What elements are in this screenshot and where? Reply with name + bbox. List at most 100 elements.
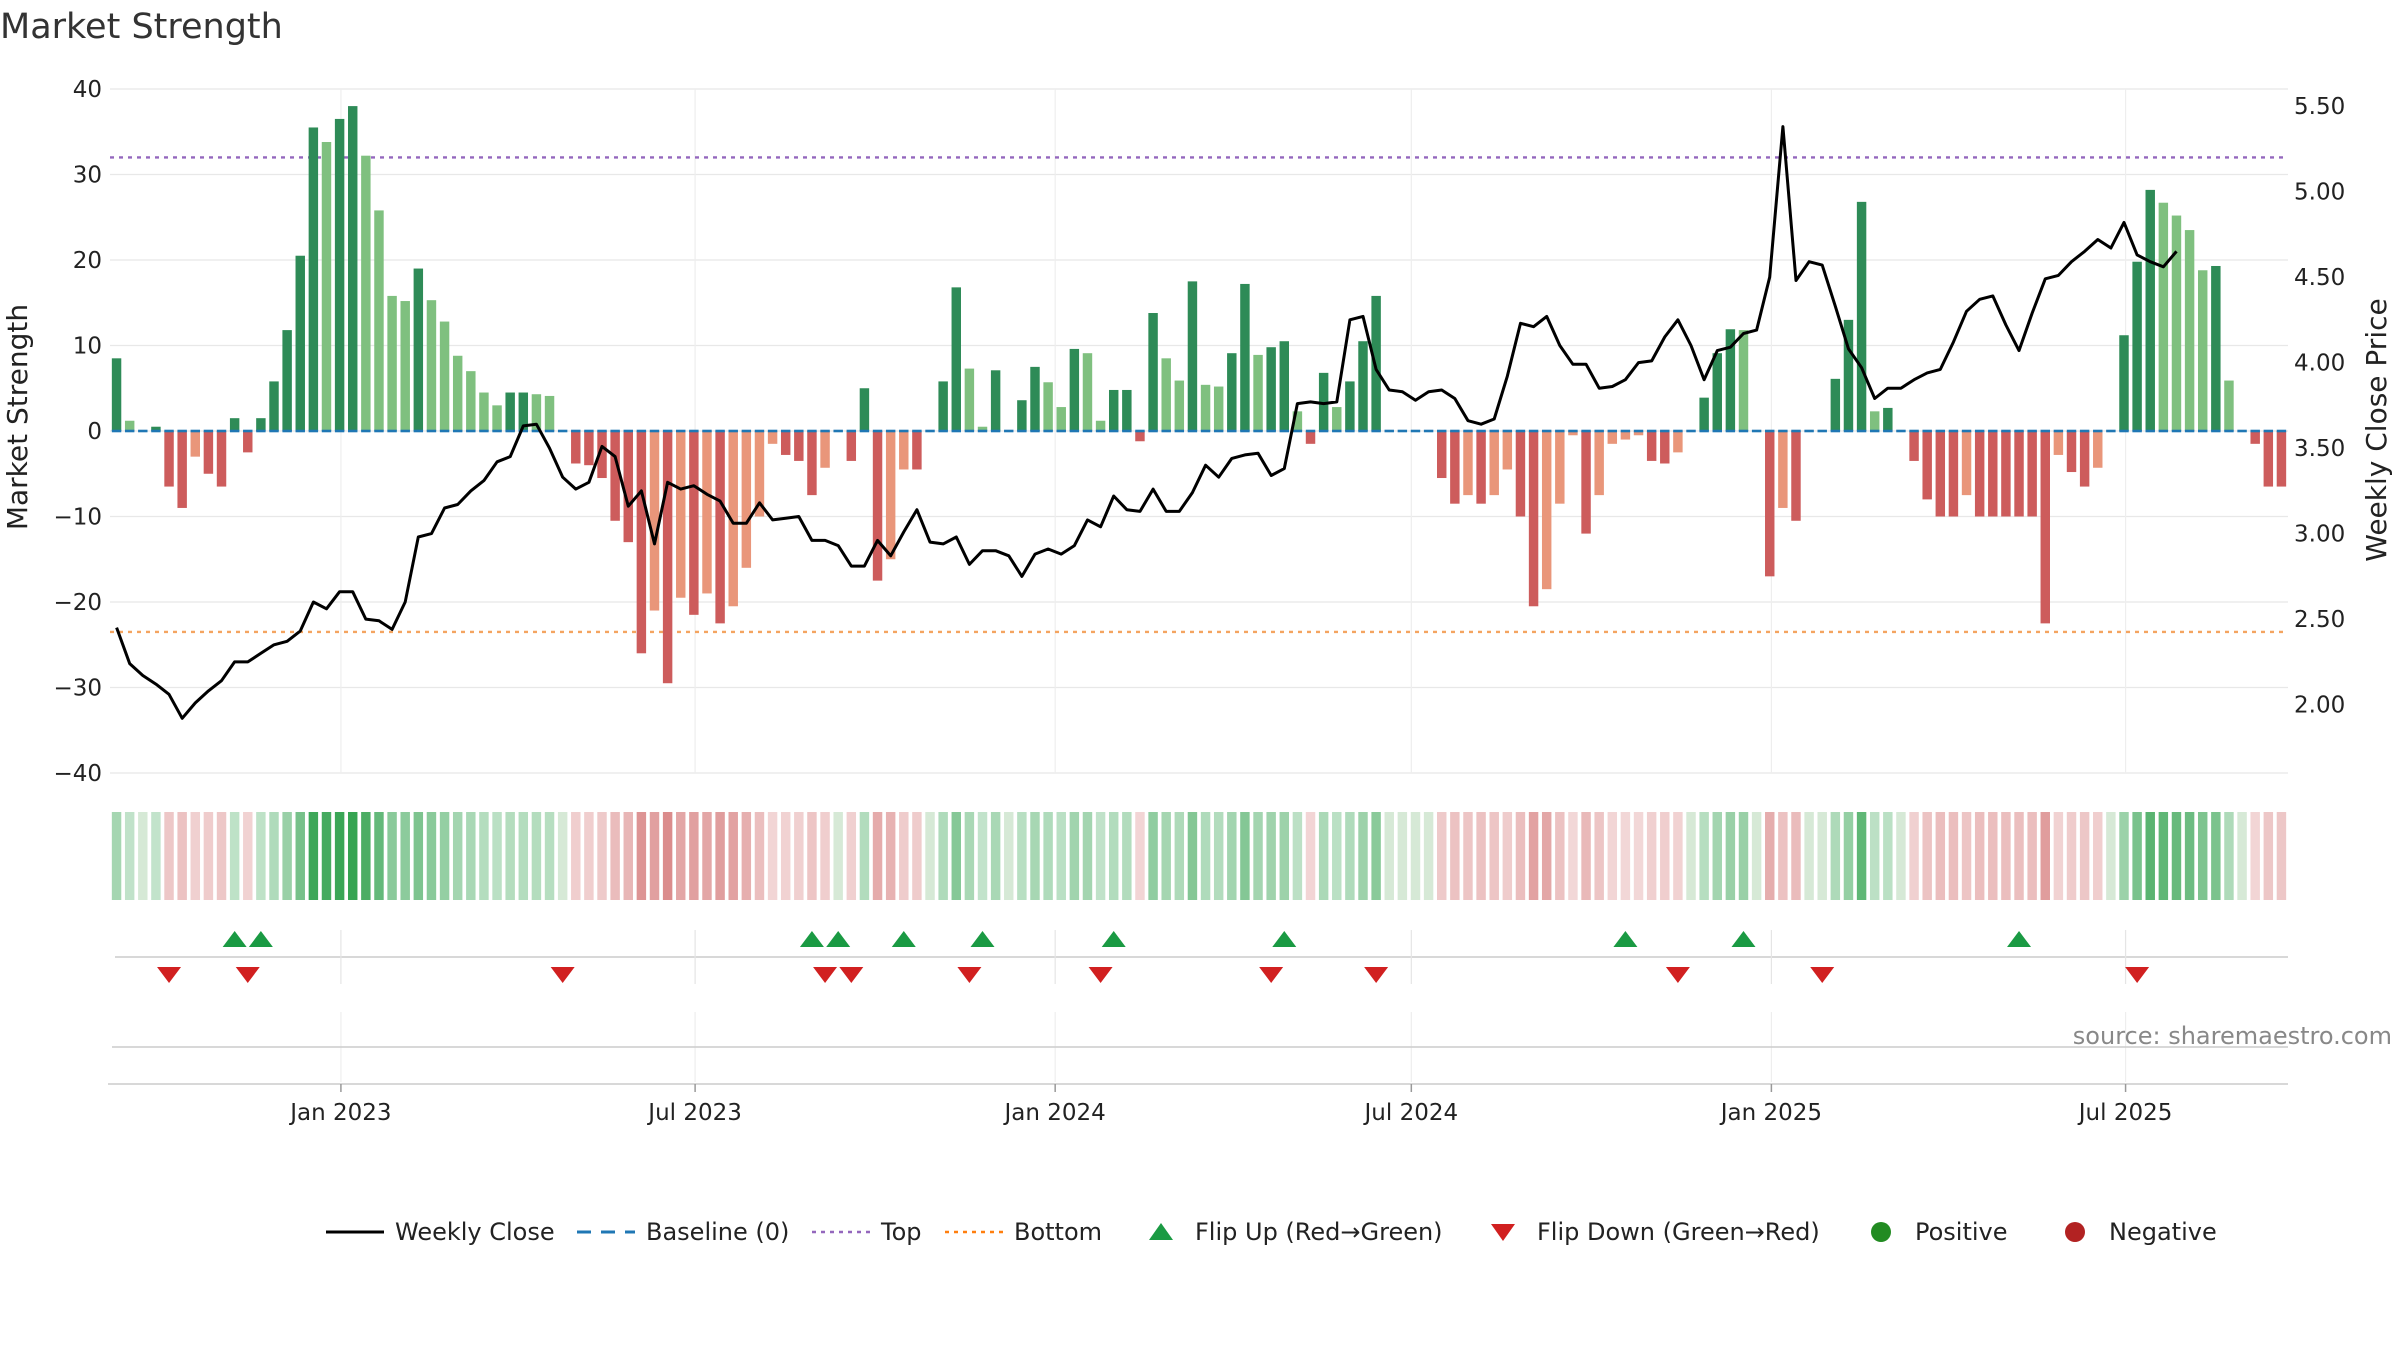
- strength-bar: [2119, 335, 2129, 431]
- legend-circle-icon: [1871, 1222, 1891, 1242]
- strength-bar: [190, 431, 201, 457]
- strength-cell: [1450, 812, 1460, 900]
- legend-item: Positive: [1871, 1218, 2008, 1246]
- strength-cell: [2171, 812, 2182, 900]
- strength-cell: [1476, 812, 1486, 900]
- strength-cell: [1725, 812, 1736, 900]
- strength-bar: [1358, 341, 1368, 431]
- strength-cell: [1200, 812, 1211, 900]
- strength-bar: [636, 431, 647, 654]
- strength-cell: [1017, 812, 1027, 900]
- flip-markers: [115, 930, 2288, 984]
- strength-cell: [1948, 812, 1959, 900]
- strength-bar: [1240, 283, 1250, 431]
- strength-cell: [413, 812, 424, 900]
- strength-cell: [1148, 812, 1158, 900]
- strength-cell: [531, 812, 542, 900]
- strength-cell: [2014, 812, 2024, 900]
- strength-bar: [111, 358, 122, 431]
- strength-bar: [820, 431, 830, 468]
- strength-bar: [1988, 431, 1998, 517]
- strength-bar: [1765, 431, 1775, 577]
- strength-bar: [1122, 389, 1132, 431]
- strength-cell: [243, 812, 253, 900]
- strength-cell: [1765, 812, 1775, 900]
- strength-cell: [400, 812, 410, 900]
- strength-bar: [2014, 431, 2024, 517]
- y-tick-label: −10: [53, 505, 102, 531]
- strength-cell: [111, 812, 122, 900]
- strength-bar: [2224, 380, 2234, 431]
- flip-down-marker: [813, 967, 838, 983]
- strength-cell: [1410, 812, 1421, 900]
- strength-bar: [1213, 386, 1224, 431]
- y2-tick-label: 5.00: [2294, 180, 2345, 206]
- strength-cell: [1883, 812, 1893, 900]
- strength-cell: [1423, 812, 1434, 900]
- strength-cell: [138, 812, 148, 900]
- strength-bar: [977, 426, 988, 431]
- strength-bar: [1869, 411, 1880, 431]
- strength-bar: [2211, 265, 2221, 431]
- strength-cell: [649, 812, 660, 900]
- strength-bar: [1345, 381, 1355, 431]
- x-tick-label: Jul 2023: [646, 1100, 742, 1126]
- strength-bar: [1830, 378, 1841, 431]
- strength-cell: [1161, 812, 1171, 900]
- y-tick-label: −30: [53, 676, 102, 702]
- strength-bar: [741, 431, 752, 568]
- strength-bar: [321, 142, 332, 431]
- strength-bar: [1305, 431, 1316, 444]
- strength-cell: [1463, 812, 1473, 900]
- flip-down-marker: [235, 967, 260, 983]
- strength-bar: [1541, 431, 1552, 590]
- legend-item: Flip Down (Green→Red): [1491, 1218, 1820, 1246]
- strength-bar: [203, 431, 214, 474]
- strength-bar: [164, 431, 174, 487]
- timeline-panel: [112, 1012, 2288, 1082]
- strength-cell: [151, 812, 161, 900]
- strength-bar: [1883, 407, 1893, 431]
- strength-cell: [2276, 812, 2287, 900]
- strength-bar: [479, 392, 489, 431]
- strength-bar: [1843, 319, 1854, 431]
- strength-cell: [1253, 812, 1263, 900]
- strength-cell: [610, 812, 620, 900]
- strength-bar: [2053, 431, 2064, 455]
- strength-bar: [229, 418, 240, 431]
- strength-bar: [859, 388, 870, 431]
- strength-cell: [2224, 812, 2234, 900]
- y-axis-title: Market Strength: [1, 304, 34, 530]
- strength-cell: [2106, 812, 2116, 900]
- strength-bar: [1476, 431, 1486, 504]
- strength-cell: [164, 812, 174, 900]
- strength-bar: [2132, 261, 2142, 431]
- strength-bar: [308, 127, 319, 431]
- legend-item: Bottom: [945, 1218, 1102, 1246]
- strength-cell: [1292, 812, 1303, 900]
- strength-bar: [216, 431, 227, 487]
- strength-bar: [1489, 431, 1499, 496]
- strength-cell: [676, 812, 686, 900]
- strength-cell: [2093, 812, 2103, 900]
- strength-bar: [767, 431, 778, 444]
- strength-cell: [190, 812, 201, 900]
- strength-cell: [741, 812, 752, 900]
- strength-cell: [2119, 812, 2129, 900]
- strength-bar: [544, 395, 555, 431]
- strength-bar: [1161, 358, 1171, 431]
- strength-bar: [990, 370, 1001, 431]
- strength-cell: [439, 812, 450, 900]
- flip-down-marker: [1665, 967, 1690, 983]
- strength-cell: [269, 812, 279, 900]
- strength-bar: [1633, 431, 1644, 436]
- strength-cell: [1869, 812, 1880, 900]
- strength-cell: [1843, 812, 1854, 900]
- flip-down-marker: [1810, 967, 1835, 983]
- strength-cell: [518, 812, 529, 900]
- strength-cell: [885, 812, 896, 900]
- flip-up-marker: [891, 931, 916, 947]
- strength-cell: [872, 812, 883, 900]
- strength-cell: [938, 812, 948, 900]
- strength-cell: [321, 812, 332, 900]
